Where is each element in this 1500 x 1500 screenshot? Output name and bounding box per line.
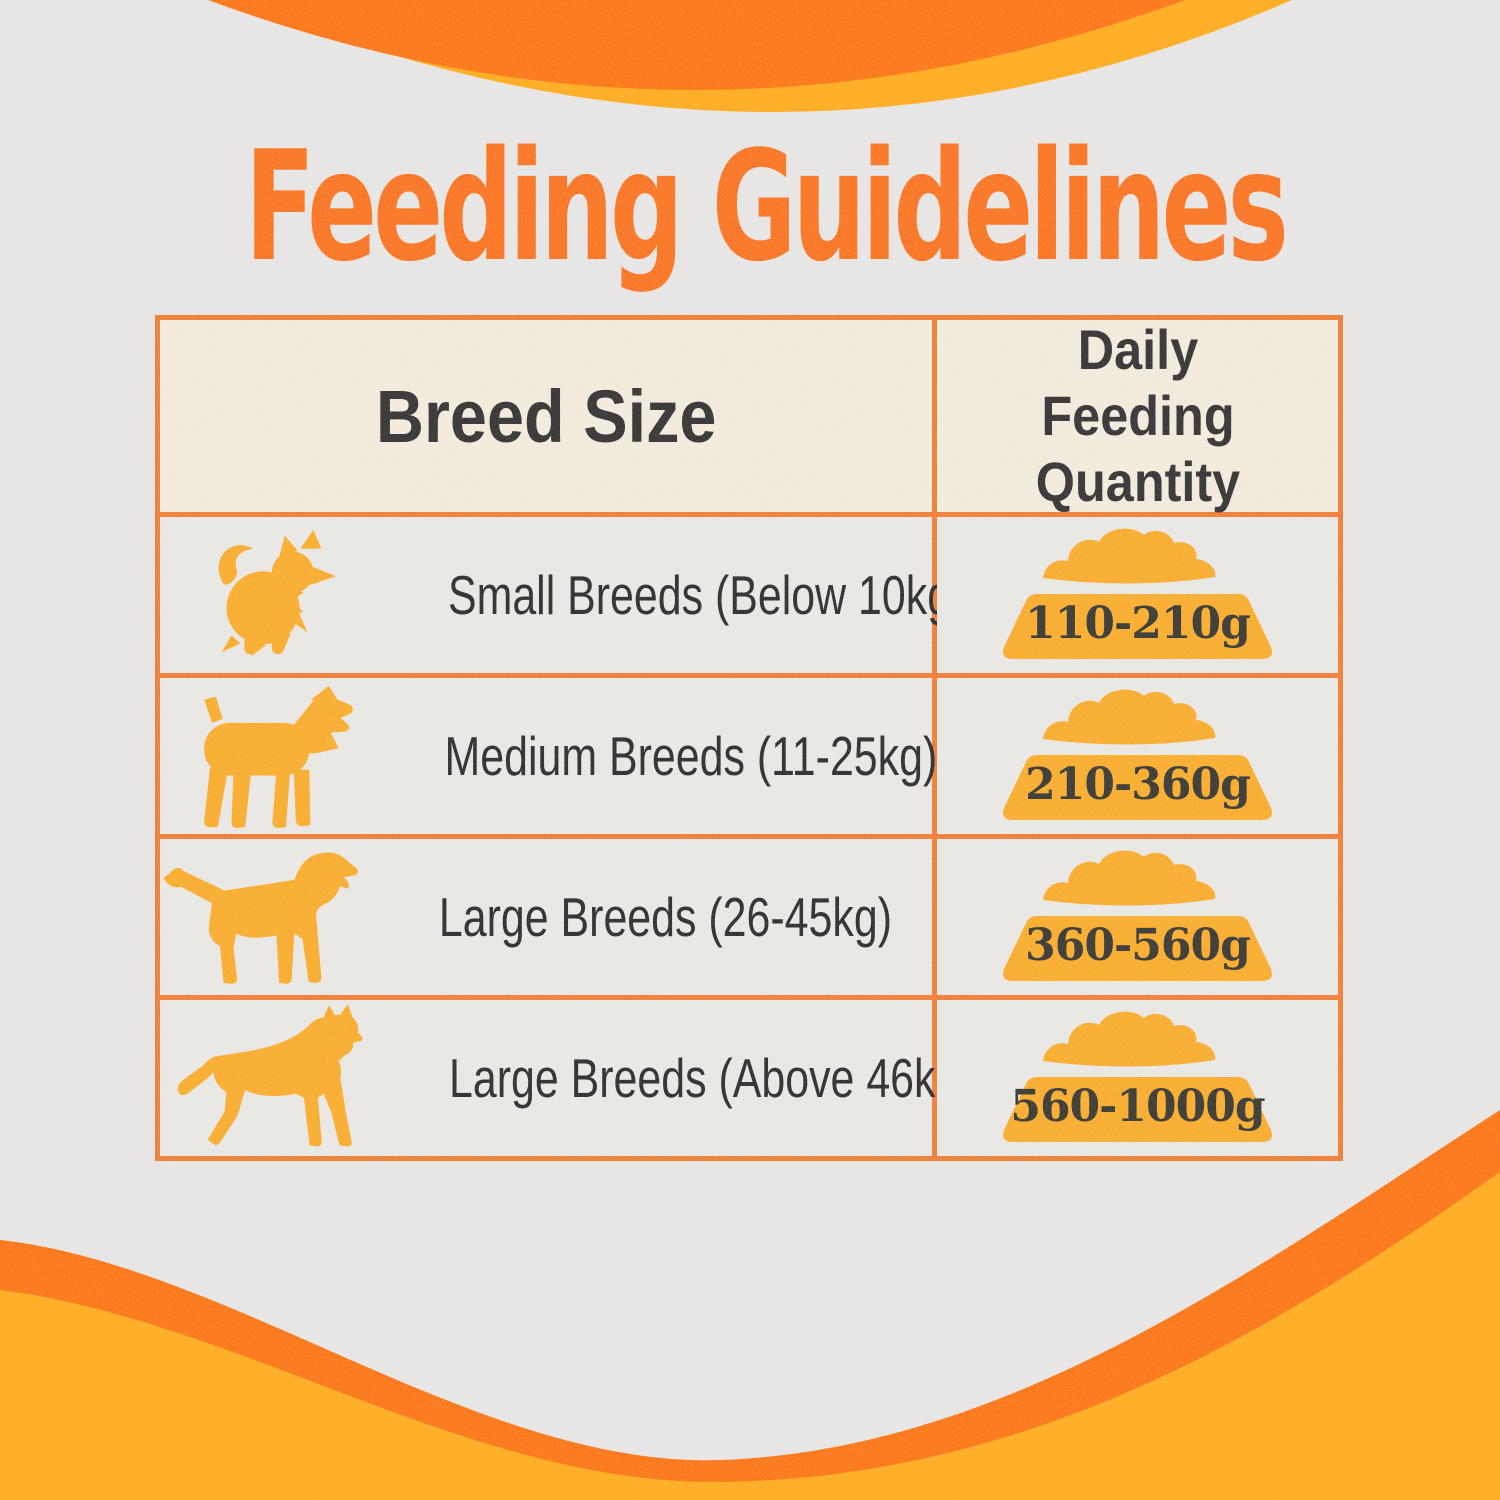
food-bowl-icon: 560-1000g bbox=[995, 1011, 1280, 1146]
row-1-quantity-cell: 110-210g bbox=[937, 517, 1338, 673]
row-3-breed-cell: Large Breeds (26-45kg) bbox=[160, 839, 932, 995]
quantity-label: 360-560g bbox=[1025, 919, 1251, 971]
row-2-quantity-cell: 210-360g bbox=[937, 678, 1338, 834]
quantity-label: 560-1000g bbox=[1010, 1080, 1265, 1132]
header-breed-size: Breed Size bbox=[160, 320, 932, 512]
header-label: Daily Feeding Quantity bbox=[1035, 317, 1240, 514]
food-bowl-icon: 210-360g bbox=[995, 689, 1280, 824]
row-4-quantity-cell: 560-1000g bbox=[937, 1000, 1338, 1156]
quantity-label: 110-210g bbox=[1025, 597, 1251, 649]
top-wave-decoration bbox=[208, 0, 1292, 112]
breed-label: Medium Breeds (11-25kg) bbox=[444, 725, 938, 787]
feeding-table: Breed Size Daily Feeding Quantity bbox=[155, 315, 1343, 1161]
labrador-dog-icon bbox=[160, 840, 375, 995]
food-bowl-icon: 110-210g bbox=[995, 528, 1280, 663]
header-daily-feeding-quantity: Daily Feeding Quantity bbox=[937, 317, 1338, 514]
row-2-breed-cell: Medium Breeds (11-25kg) bbox=[160, 678, 937, 834]
quantity-label: 210-360g bbox=[1025, 758, 1251, 810]
mastiff-dog-icon bbox=[160, 999, 375, 1157]
pomeranian-dog-icon bbox=[160, 521, 375, 669]
header-label: Breed Size bbox=[375, 374, 717, 458]
row-3-quantity-cell: 360-560g bbox=[937, 839, 1338, 995]
page-title: Feeding Guidelines bbox=[244, 118, 1289, 295]
terrier-dog-icon bbox=[160, 678, 375, 834]
row-4-breed-cell: Large Breeds (Above 46kg) bbox=[160, 999, 974, 1157]
breed-label: Large Breeds (26-45kg) bbox=[438, 886, 892, 948]
food-bowl-icon: 360-560g bbox=[995, 850, 1280, 985]
row-1-breed-cell: Small Breeds (Below 10kg) bbox=[160, 517, 965, 673]
